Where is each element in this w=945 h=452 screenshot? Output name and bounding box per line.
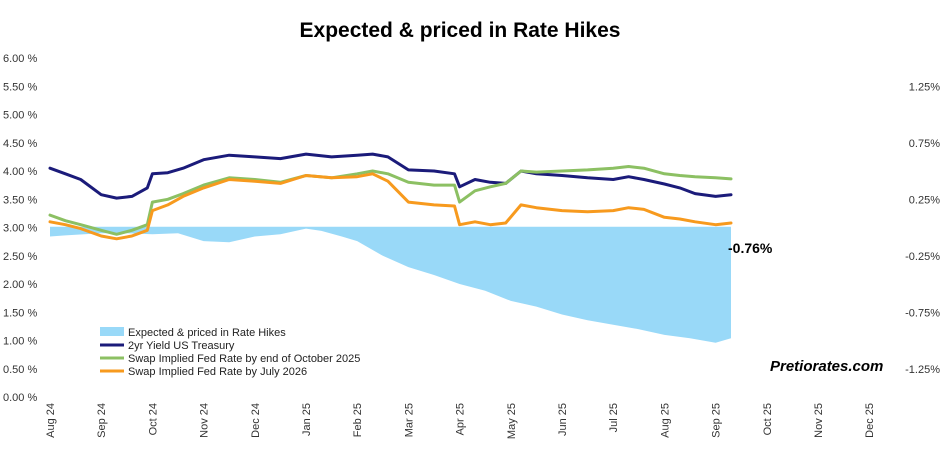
annotation-label: -0.76% <box>728 240 773 256</box>
x-axis-tick: Oct 24 <box>147 403 159 435</box>
x-axis-tick: Aug 24 <box>45 403 57 438</box>
left-axis-tick: 5.50 % <box>3 81 37 93</box>
left-axis-tick: 1.50 % <box>3 307 37 319</box>
left-axis-tick: 5.00 % <box>3 110 37 122</box>
series-line-3 <box>48 172 733 241</box>
x-axis-tick: May 25 <box>506 403 518 439</box>
right-axis-tick: -0.25% <box>905 251 940 263</box>
x-axis-tick: Aug 25 <box>659 403 671 438</box>
x-axis-tick: Sep 25 <box>711 403 723 438</box>
x-axis-tick: Sep 24 <box>96 403 108 438</box>
lines-layer <box>48 152 733 241</box>
x-axis-tick: Jan 25 <box>301 403 313 436</box>
left-axis-tick: 6.00 % <box>3 53 37 65</box>
legend-label: Swap Implied Fed Rate by July 2026 <box>128 366 307 378</box>
legend-label: Expected & priced in Rate Hikes <box>128 327 286 339</box>
left-axis-tick: 3.50 % <box>3 194 37 206</box>
left-axis-tick: 3.00 % <box>3 223 37 235</box>
right-axis-tick: -1.25% <box>905 364 940 376</box>
area-layer <box>50 226 731 343</box>
x-axis-tick: Feb 25 <box>352 403 364 437</box>
left-axis-tick: 0.50 % <box>3 364 37 376</box>
x-axis-tick: Jun 25 <box>557 403 569 436</box>
left-axis-ticks: 0.00 % 0.50 % 1.00 % 1.50 % 2.00 % 2.50 % 3.00… <box>3 53 37 404</box>
x-axis-tick: Nov 24 <box>199 403 211 438</box>
right-axis-tick: 0.25% <box>909 194 940 206</box>
x-axis-ticks: Aug 24 Sep 24 Oct 24 Nov 24 Dec 24 Jan 25 Feb … <box>45 403 876 439</box>
x-axis-tick: Mar 25 <box>403 403 415 437</box>
x-axis-tick: Jul 25 <box>608 403 620 432</box>
x-axis-tick: Nov 25 <box>813 403 825 438</box>
left-axis-tick: 4.00 % <box>3 166 37 178</box>
right-axis-ticks: -1.25% -0.75% -0.25% 0.25% 0.75% 1.25% <box>905 81 940 376</box>
left-axis-tick: 4.50 % <box>3 138 37 150</box>
chart-title: Expected & priced in Rate Hikes <box>300 19 621 42</box>
series-line-1 <box>48 152 733 200</box>
series-area-rate-hikes <box>50 227 731 343</box>
legend-label: Swap Implied Fed Rate by end of October … <box>128 353 360 365</box>
left-axis-tick: 2.00 % <box>3 279 37 291</box>
left-axis-tick: 0.00 % <box>3 392 37 404</box>
legend-label: 2yr Yield US Treasury <box>128 340 235 352</box>
legend-swatch <box>100 327 124 336</box>
x-axis-tick: Apr 25 <box>455 403 467 435</box>
series-line-2 <box>48 165 733 236</box>
x-axis-tick: Dec 25 <box>864 403 876 438</box>
brand-watermark: Pretiorates.com <box>770 358 883 375</box>
right-axis-tick: 1.25% <box>909 81 940 93</box>
x-axis-tick: Oct 25 <box>762 403 774 435</box>
left-axis-tick: 2.50 % <box>3 251 37 263</box>
left-axis-tick: 1.00 % <box>3 336 37 348</box>
right-axis-tick: 0.75% <box>909 138 940 150</box>
x-axis-tick: Dec 24 <box>250 403 262 438</box>
right-axis-tick: -0.75% <box>905 307 940 319</box>
